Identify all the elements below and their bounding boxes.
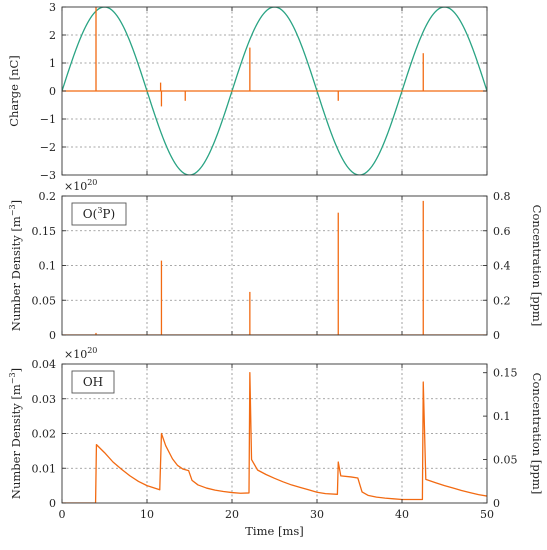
y-tick-label: −1 bbox=[40, 113, 56, 126]
series-group bbox=[62, 7, 487, 175]
y-axis: 0 0.05 0.1 0.15 0.2 bbox=[32, 190, 66, 342]
x-tick-label: 30 bbox=[310, 508, 324, 521]
x-tick-label: 10 bbox=[140, 508, 154, 521]
y2-tick-label: 0.2 bbox=[493, 294, 511, 307]
axis-multiplier: ×1020 bbox=[64, 178, 97, 193]
panel-2: 0 0.05 0.1 0.15 0.2 0 0.2 0.4 0.6 0.8 Concentratio… bbox=[8, 178, 544, 342]
y2-tick-label: 0 bbox=[493, 329, 500, 342]
grid-lines bbox=[62, 196, 487, 335]
y-tick-label: 0.02 bbox=[32, 428, 57, 441]
y2-axis-label: Concentration [ppm] bbox=[530, 205, 544, 327]
y-tick-label: 2 bbox=[49, 29, 56, 42]
series-line bbox=[62, 372, 487, 503]
y-tick-label: 0.03 bbox=[32, 393, 57, 406]
legend: OH bbox=[71, 370, 115, 394]
y-tick-label: 0 bbox=[49, 85, 56, 98]
y-tick-label: 3 bbox=[49, 1, 56, 14]
x-tick-label: 50 bbox=[480, 508, 494, 521]
x-axis: 0 10 20 30 40 50 bbox=[59, 364, 494, 521]
y-tick-label: −3 bbox=[40, 169, 56, 182]
legend-label: OH bbox=[83, 375, 103, 389]
y-axis-label: Number Density [m−3] bbox=[8, 200, 23, 331]
x-tick-label: 20 bbox=[225, 508, 239, 521]
y-tick-label: 0.1 bbox=[39, 260, 57, 273]
y-tick-label: 0.04 bbox=[32, 358, 57, 371]
panel-1: −3 −2 −1 0 1 2 3 Charge [nC] bbox=[7, 1, 488, 182]
y-tick-label: 0.05 bbox=[32, 294, 57, 307]
legend-box bbox=[71, 202, 127, 226]
series-line-sine bbox=[62, 7, 487, 175]
y-tick-label: 0 bbox=[49, 329, 56, 342]
series-group bbox=[62, 372, 487, 503]
y2-axis: 0 0.2 0.4 0.6 0.8 Concentration [ppm] bbox=[483, 190, 544, 342]
legend-box bbox=[71, 370, 115, 394]
y-tick-label: 0.01 bbox=[32, 462, 57, 475]
y-axis-label: Number Density [m−3] bbox=[8, 368, 23, 499]
panel-3: 0 10 20 30 40 5000.010.020.030.0400.050.10.15… bbox=[8, 346, 544, 538]
axis-multiplier: ×1020 bbox=[64, 346, 97, 361]
y-axis-label: Charge [nC] bbox=[7, 55, 21, 127]
x-axis-label: Time [ms] bbox=[245, 524, 304, 538]
y2-tick-label: 0.15 bbox=[493, 367, 518, 380]
y-tick-label: 1 bbox=[49, 57, 56, 70]
legend-label: O(3P) bbox=[83, 206, 115, 221]
y-tick-label: −2 bbox=[40, 141, 56, 154]
x-tick-label: 0 bbox=[59, 508, 66, 521]
y-axis: 0 0.01 0.02 0.03 0.04 bbox=[32, 358, 66, 510]
y-tick-label: 0 bbox=[49, 497, 56, 510]
y2-tick-label: 0.1 bbox=[493, 410, 511, 423]
y2-tick-label: 0.4 bbox=[493, 260, 511, 273]
y-axis: −3 −2 −1 0 1 2 3 bbox=[40, 1, 487, 182]
y2-axis-label: Concentration [ppm] bbox=[530, 373, 544, 495]
y2-tick-label: 0.6 bbox=[493, 225, 511, 238]
x-axis bbox=[61, 196, 488, 335]
legend: O(3P) bbox=[71, 202, 127, 226]
y-tick-label: 0.15 bbox=[32, 225, 57, 238]
x-axis bbox=[61, 7, 488, 175]
x-tick-label: 40 bbox=[395, 508, 409, 521]
grid-lines bbox=[62, 364, 487, 503]
y-tick-label: 0.2 bbox=[39, 190, 57, 203]
y2-tick-label: 0.8 bbox=[493, 190, 511, 203]
y2-tick-label: 0 bbox=[493, 497, 500, 510]
y2-tick-label: 0.05 bbox=[493, 454, 518, 467]
y2-axis: 0 0.05 0.1 0.15 Concentration [ppm] bbox=[483, 367, 544, 510]
